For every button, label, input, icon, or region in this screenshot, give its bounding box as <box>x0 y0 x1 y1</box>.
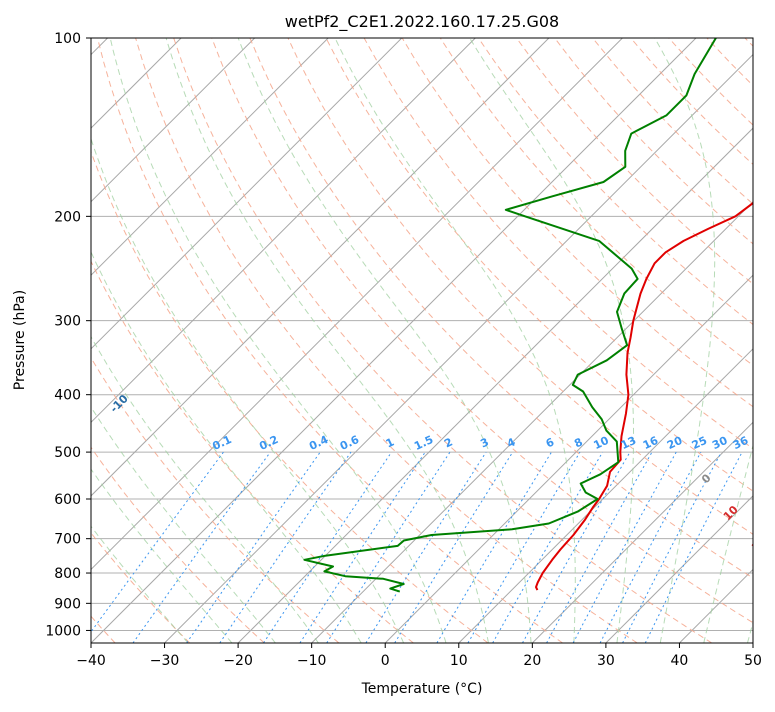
mixing-ratio-label: 10 <box>591 434 611 452</box>
chart-title: wetPf2_C2E1.2022.160.17.25.G08 <box>285 12 559 32</box>
dry-adiabat-line <box>0 38 190 643</box>
dry-adiabat-line <box>707 38 775 643</box>
dry-adiabat-label: -20 <box>28 354 51 377</box>
mixing-ratio-label: 2 <box>442 435 454 450</box>
x-tick-label: −20 <box>223 653 253 669</box>
x-tick-label: 0 <box>381 653 390 669</box>
mixing-ratio-label: 1 <box>384 435 396 450</box>
moist-adiabat-line <box>0 38 188 643</box>
moist-adiabat-line <box>110 38 446 643</box>
mixing-ratio-line <box>395 452 513 643</box>
mixing-ratio-line <box>645 452 742 643</box>
isotherm-line <box>385 38 775 643</box>
dry-adiabat-line <box>593 38 775 643</box>
x-axis-label: Temperature (°C) <box>361 681 483 697</box>
moist-adiabat-line <box>704 38 775 643</box>
x-tick-label: 40 <box>671 653 689 669</box>
y-tick-label: 400 <box>54 388 81 404</box>
moist-adiabat-line <box>470 38 634 643</box>
y-axis-label: Pressure (hPa) <box>12 290 28 390</box>
x-tick-label: −10 <box>297 653 327 669</box>
y-tick-label: 800 <box>54 566 81 582</box>
mixing-ratio-label: 25 <box>690 434 709 452</box>
x-tick-label: 50 <box>744 653 762 669</box>
moist-adiabat-line <box>748 38 775 643</box>
dry-adiabat-line <box>0 38 264 643</box>
mixing-ratio-label: 3 <box>478 435 490 450</box>
grid-layer <box>0 38 775 643</box>
mixing-ratio-label: 0.4 <box>307 433 330 453</box>
dry-adiabat-line <box>136 38 638 643</box>
mixing-ratio-label: 8 <box>572 435 584 450</box>
moist-adiabat-line <box>0 38 319 643</box>
mixing-ratio-label: 0.1 <box>210 433 233 453</box>
mixing-ratio-line <box>600 452 701 643</box>
mixing-ratio-label: 16 <box>641 434 661 452</box>
moist-adiabat-label: 0 <box>699 471 714 486</box>
moist-adiabat-line <box>166 38 488 643</box>
isotherm-line <box>17 38 622 643</box>
adiabat-layer <box>0 38 775 643</box>
dry-adiabat-line <box>0 38 339 643</box>
y-axis: 100 200 300 400 500 600 700 800 900 1000 <box>45 31 91 639</box>
isotherm-line <box>165 38 770 643</box>
isotherm-line <box>312 38 775 643</box>
isotherm-line <box>0 38 402 643</box>
isotherm-line <box>753 38 775 643</box>
y-tick-label: 900 <box>54 596 81 612</box>
mixing-ratio-label: 36 <box>731 434 751 452</box>
dry-adiabat-line <box>669 38 775 643</box>
mixing-ratio-label: 20 <box>665 434 685 452</box>
isotherm-line <box>532 38 775 643</box>
moist-adiabat-label: 20 <box>749 533 769 553</box>
dry-adiabat-line <box>517 38 775 643</box>
isotherm-line <box>238 38 775 643</box>
dry-adiabat-line <box>59 38 488 643</box>
y-tick-label: 200 <box>54 209 81 225</box>
mixing-ratio-line <box>300 452 425 643</box>
x-tick-label: 20 <box>523 653 541 669</box>
dry-adiabat-line <box>745 38 775 643</box>
mixing-ratio-label: 30 <box>710 434 730 452</box>
y-tick-label: 500 <box>54 445 81 461</box>
dry-adiabat-line <box>98 38 563 643</box>
x-tick-label: 30 <box>597 653 615 669</box>
isotherm-line <box>91 38 696 643</box>
mixing-ratio-layer <box>83 452 742 643</box>
isotherm-line <box>459 38 775 643</box>
mixing-ratio-line <box>523 452 631 643</box>
moist-adiabat-line <box>0 38 232 643</box>
y-tick-label: 100 <box>54 31 81 47</box>
x-axis: −40 −30 −20 −10 0 10 20 30 40 50 <box>76 643 762 669</box>
moist-adiabat-line <box>655 38 715 643</box>
y-tick-label: 300 <box>54 314 81 330</box>
x-tick-label: −40 <box>76 653 106 669</box>
x-tick-label: −30 <box>150 653 180 669</box>
dry-adiabat-label: -10 <box>108 392 131 415</box>
dewpoint-line <box>304 38 716 592</box>
dry-adiabat-line <box>555 38 775 643</box>
isotherm-line <box>0 38 255 643</box>
y-tick-label: 1000 <box>45 623 81 639</box>
x-tick-label: 10 <box>450 653 468 669</box>
mixing-ratio-label: 6 <box>544 435 557 450</box>
moist-adiabat-line <box>335 38 575 643</box>
y-tick-label: 600 <box>54 492 81 508</box>
y-tick-label: 700 <box>54 532 81 548</box>
isotherm-line <box>679 38 775 643</box>
